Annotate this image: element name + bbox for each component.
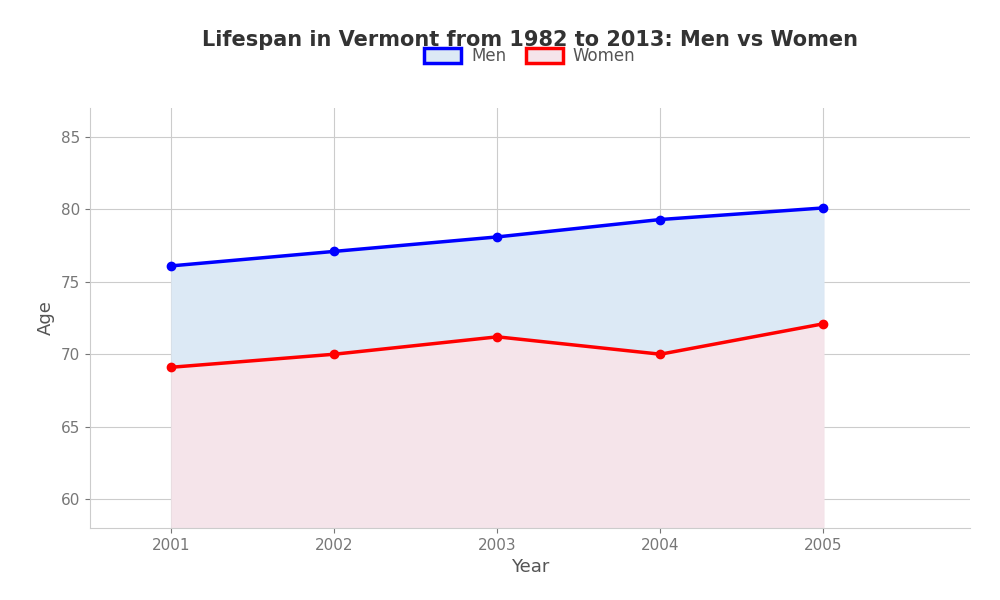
Title: Lifespan in Vermont from 1982 to 2013: Men vs Women: Lifespan in Vermont from 1982 to 2013: M… <box>202 29 858 49</box>
X-axis label: Year: Year <box>511 558 549 576</box>
Legend: Men, Women: Men, Women <box>418 41 642 72</box>
Y-axis label: Age: Age <box>37 301 55 335</box>
